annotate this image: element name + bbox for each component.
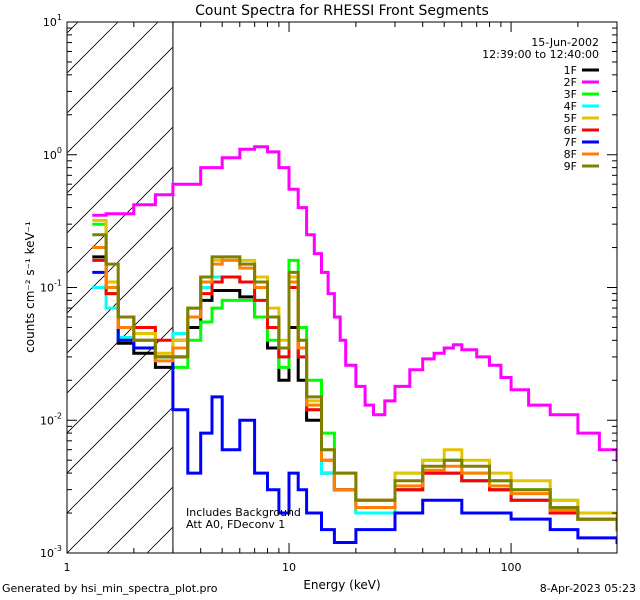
y-tick-exponent: -2 — [54, 411, 62, 420]
hatch-line — [67, 446, 173, 553]
legend-label-5F: 5F — [564, 112, 577, 125]
generated-by-text: Generated by hsi_min_spectra_plot.pro — [2, 582, 218, 595]
y-tick-base: 10 — [40, 282, 54, 295]
hatch-line — [67, 406, 173, 514]
y-tick-label: 10-2 — [40, 411, 62, 427]
hatch-line — [67, 46, 173, 154]
hatch-line — [67, 246, 173, 354]
legend-label-6F: 6F — [564, 124, 577, 137]
x-axis-label: Energy (keV) — [303, 578, 380, 592]
legend-label-8F: 8F — [564, 148, 577, 161]
y-tick-label: 10-3 — [40, 544, 62, 560]
hatch-line — [67, 22, 159, 114]
series-line-7F — [92, 270, 617, 544]
x-tick-label: 1 — [64, 561, 71, 574]
series-line-2F — [92, 145, 617, 462]
y-tick-exponent: -1 — [54, 279, 62, 288]
y-tick-base: 10 — [43, 149, 57, 162]
series-line-9F — [92, 233, 617, 532]
legend-label-9F: 9F — [564, 160, 577, 173]
legend-label-1F: 1F — [564, 64, 577, 77]
y-axis-label: counts cm⁻² s⁻¹ keV⁻¹ — [23, 221, 37, 353]
annotation-background: Includes Background — [186, 506, 301, 519]
hatch-line — [67, 286, 173, 394]
y-tick-base: 10 — [40, 547, 54, 560]
hatch-line — [67, 86, 173, 194]
y-tick-base: 10 — [43, 16, 57, 29]
annotation-attenuator: Att A0, FDeconv 1 — [186, 518, 285, 531]
y-tick-label: 100 — [43, 146, 62, 162]
chart-title: Count Spectra for RHESSI Front Segments — [195, 3, 489, 19]
y-tick-exponent: 0 — [57, 146, 62, 155]
x-tick-labels: 1 10 100 — [64, 561, 522, 574]
hatch-line — [67, 22, 79, 34]
legend-label-2F: 2F — [564, 76, 577, 89]
y-tick-exponent: 1 — [57, 13, 62, 22]
y-tick-base: 10 — [40, 414, 54, 427]
series-group — [92, 145, 617, 544]
time-range-label: 12:39:00 to 12:40:00 — [482, 48, 599, 61]
x-tick-label: 10 — [282, 561, 296, 574]
timestamp-text: 8-Apr-2023 05:23 — [539, 582, 636, 595]
axis-ticks — [66, 21, 618, 554]
date-label: 15-Jun-2002 — [531, 36, 599, 49]
legend-label-7F: 7F — [564, 136, 577, 149]
legend-label-3F: 3F — [564, 88, 577, 101]
y-tick-label: 10-1 — [40, 279, 62, 295]
y-tick-exponent: -3 — [54, 544, 62, 553]
x-tick-label: 100 — [501, 561, 522, 574]
legend-label-4F: 4F — [564, 100, 577, 113]
hatch-line — [67, 366, 173, 474]
y-tick-label: 101 — [43, 13, 62, 29]
